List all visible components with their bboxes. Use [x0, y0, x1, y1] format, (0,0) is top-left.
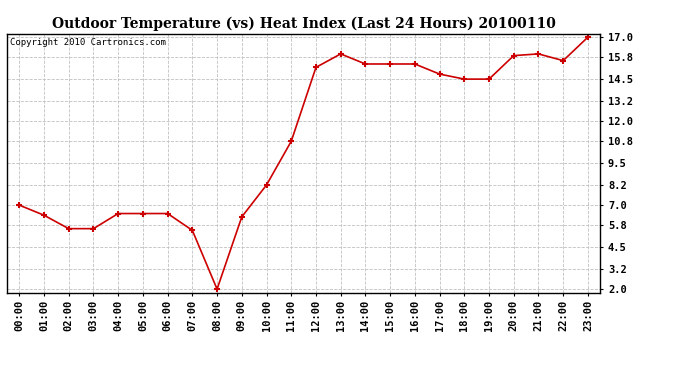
Title: Outdoor Temperature (vs) Heat Index (Last 24 Hours) 20100110: Outdoor Temperature (vs) Heat Index (Las…	[52, 17, 555, 31]
Text: Copyright 2010 Cartronics.com: Copyright 2010 Cartronics.com	[10, 38, 166, 46]
